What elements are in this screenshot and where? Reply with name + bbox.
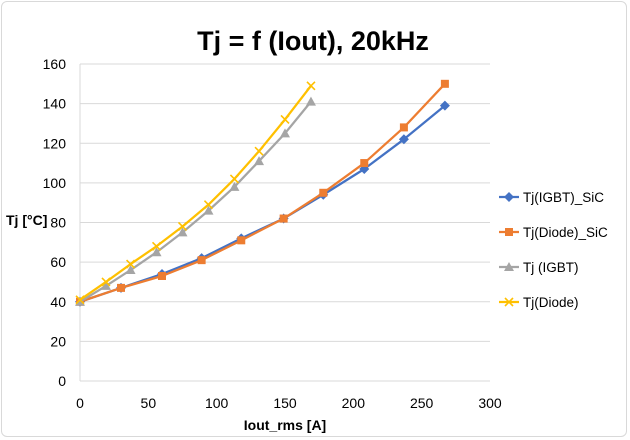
x-tick-200: 200 (342, 395, 366, 411)
series-2-point-2 (125, 265, 136, 275)
series-3-point-2-b (126, 259, 136, 269)
x-tick-50: 50 (141, 395, 157, 411)
series-2-line (79, 100, 312, 303)
legend-label-2: Tj (IGBT) (523, 260, 579, 275)
series-2-point-5 (203, 205, 214, 215)
legend-label-1: Tj(Diode)_SiC (523, 225, 608, 240)
series-3-point-8-b (280, 114, 290, 125)
y-tick-80: 80 (50, 215, 66, 231)
series-3-point-4 (177, 221, 188, 232)
series-2-point-6 (229, 181, 240, 191)
legend-item-0: Tj(IGBT)_SiC (499, 190, 604, 205)
series-3-point-2 (126, 259, 136, 269)
series-3-point-5 (203, 200, 214, 210)
y-axis-label: Tj [°C] (6, 212, 47, 228)
series-2-point-7 (254, 156, 265, 166)
series-2-point-8 (280, 128, 290, 138)
series-3-point-0 (75, 295, 85, 305)
x-tick-300: 300 (478, 395, 502, 411)
y-tick-160: 160 (43, 56, 67, 72)
series-1-point-4 (237, 236, 246, 245)
y-tick-140: 140 (43, 96, 67, 112)
legend-label-3: Tj(Diode) (523, 295, 579, 310)
series-3-point-8 (280, 114, 290, 125)
y-tick-20: 20 (50, 333, 66, 349)
series-1 (76, 79, 449, 306)
series-3-point-6-b (229, 174, 239, 184)
series-3-point-9-b (306, 81, 316, 91)
series-3-point-1-b (101, 277, 111, 287)
legend-item-2: Tj (IGBT) (499, 260, 579, 275)
series-1-point-2 (158, 271, 166, 280)
series-1-line (79, 83, 446, 303)
series-3-point-6 (229, 174, 239, 184)
legend: Tj(IGBT)_SiC Tj(Diode)_SiC Tj (IGBT) Tj(Dio… (499, 190, 608, 310)
chart-title: Tj = f (Iout), 20kHz (197, 26, 429, 56)
legend-marker-0 (504, 192, 514, 202)
series-2-point-0 (75, 296, 85, 306)
series-3-point-0-b (75, 295, 85, 305)
legend-item-3: Tj(Diode) (499, 295, 579, 310)
series-2-point-4 (177, 227, 188, 237)
x-tick-150: 150 (273, 395, 297, 411)
y-tick-100: 100 (43, 175, 67, 191)
series-0-line (79, 104, 446, 303)
series-3-line (79, 85, 312, 301)
series-3-point-3 (151, 241, 162, 251)
x-tick-250: 250 (410, 395, 434, 411)
legend-marker-3 (504, 297, 514, 307)
series-3-point-5-b (203, 200, 214, 210)
series-group (75, 79, 450, 307)
y-tick-0: 0 (58, 373, 66, 389)
series-1-point-6 (319, 188, 328, 197)
legend-marker-2 (504, 262, 514, 271)
y-tick-120: 120 (43, 135, 67, 151)
series-0-point-8 (398, 134, 409, 145)
y-tick-labels: 0 20 40 60 80 100 120 140 160 (43, 56, 67, 389)
series-0-point-9 (439, 100, 450, 111)
series-1-point-5 (279, 214, 288, 223)
x-tick-0: 0 (76, 395, 84, 411)
legend-label-0: Tj(IGBT)_SiC (523, 190, 604, 205)
series-1-point-3 (197, 256, 206, 265)
x-tick-100: 100 (205, 395, 229, 411)
y-tick-40: 40 (50, 294, 66, 310)
legend-marker-1 (505, 228, 513, 236)
series-3-point-4-b (177, 221, 188, 232)
series-3-point-7-b (254, 146, 264, 156)
series-2 (75, 96, 316, 306)
series-3-point-1 (101, 277, 111, 287)
y-tick-60: 60 (50, 254, 66, 270)
legend-marker-3-b (504, 297, 514, 307)
series-1-point-1 (117, 283, 125, 292)
x-tick-labels: 0 50 100 150 200 250 300 (76, 395, 502, 411)
series-1-point-8 (399, 123, 408, 132)
legend-item-1: Tj(Diode)_SiC (499, 225, 608, 240)
x-axis-label: Iout_rms [A] (244, 417, 326, 433)
series-3 (75, 81, 316, 305)
series-0 (75, 100, 450, 307)
series-3-point-7 (254, 146, 264, 156)
series-2-point-1 (100, 280, 111, 290)
series-1-point-7 (360, 159, 369, 168)
series-1-point-9 (440, 79, 449, 88)
series-2-point-9 (305, 96, 316, 106)
series-2-point-3 (151, 247, 162, 257)
series-3-point-3-b (151, 241, 162, 251)
series-3-point-9 (306, 81, 316, 91)
